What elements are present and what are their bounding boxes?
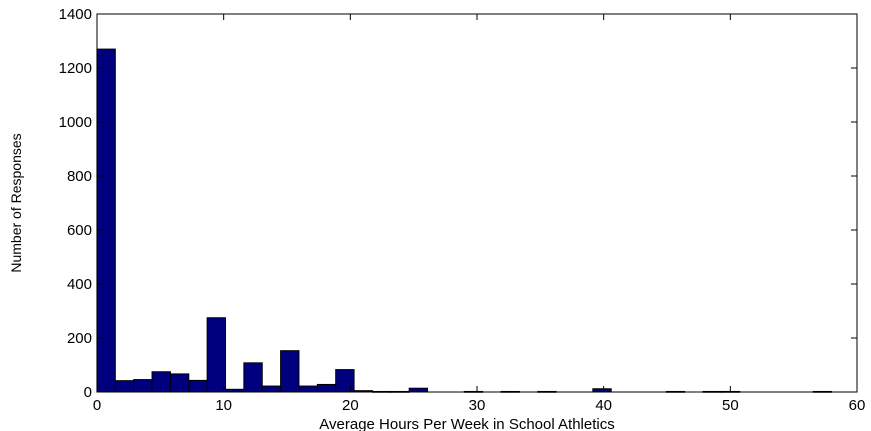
y-tick-label: 800 <box>67 168 92 185</box>
histogram-bar <box>114 380 135 393</box>
y-tick-label: 0 <box>84 384 92 401</box>
x-tick-label: 0 <box>93 397 101 414</box>
y-axis-title: Number of Responses <box>8 133 24 272</box>
x-tick-label: 60 <box>849 397 866 414</box>
histogram-bar <box>169 373 190 393</box>
histogram-bar <box>280 350 300 393</box>
histogram-bar <box>243 362 263 393</box>
y-tick-label: 1200 <box>59 60 92 77</box>
histogram-bar <box>335 369 355 393</box>
y-tick-label: 1400 <box>59 6 92 23</box>
histogram-bar <box>298 385 318 393</box>
plot-frame <box>96 13 858 393</box>
histogram-bar <box>151 371 171 393</box>
histogram-bar <box>96 48 116 393</box>
histogram-bar <box>206 317 227 393</box>
x-axis-title: Average Hours Per Week in School Athleti… <box>319 416 614 431</box>
histogram-bar <box>133 379 153 393</box>
y-tick-label: 400 <box>67 276 92 293</box>
x-tick-label: 30 <box>469 397 486 414</box>
x-tick-label: 40 <box>595 397 612 414</box>
x-tick-label: 50 <box>722 397 739 414</box>
x-tick-label: 20 <box>342 397 359 414</box>
histogram-bar <box>408 387 429 393</box>
y-tick-label: 200 <box>67 330 92 347</box>
histogram-bar <box>188 379 208 393</box>
y-tick-label: 600 <box>67 222 92 239</box>
x-tick-label: 10 <box>215 397 232 414</box>
y-tick-label: 1000 <box>59 114 92 131</box>
histogram-bar <box>261 385 282 393</box>
histogram-bar <box>316 383 337 393</box>
